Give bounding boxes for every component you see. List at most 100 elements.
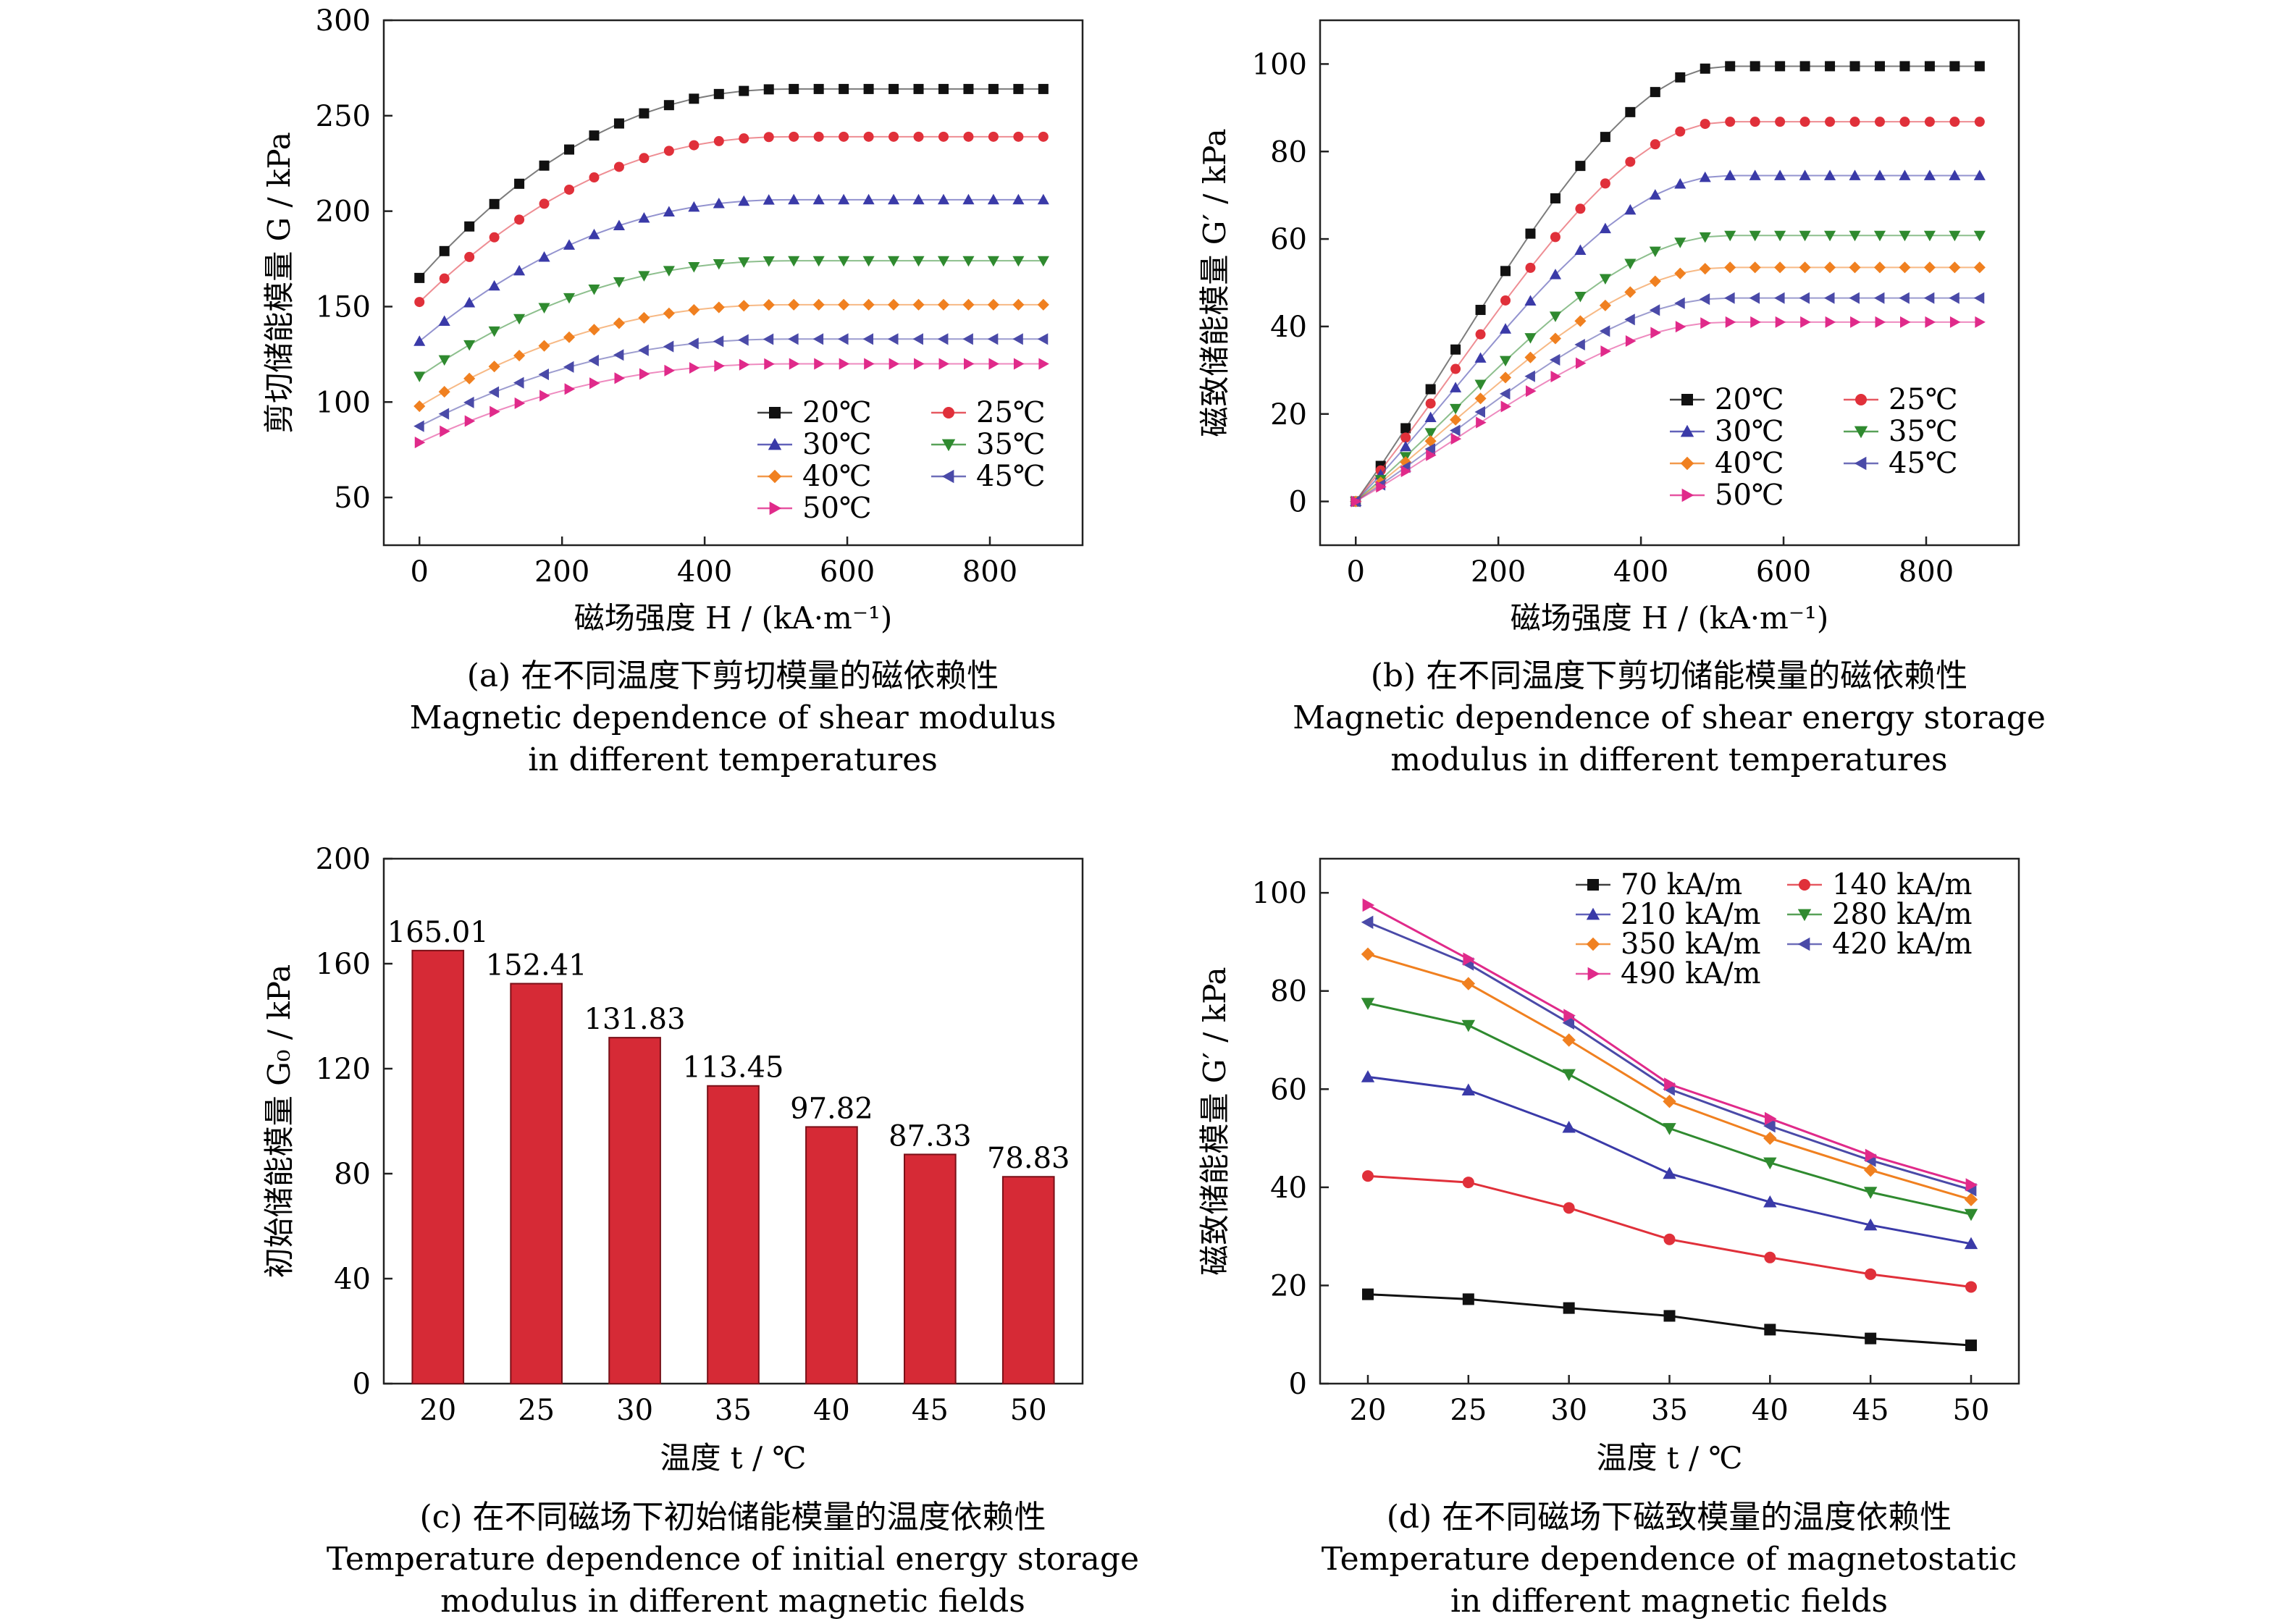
series-line-b-40 xyxy=(1355,266,1980,502)
data-point-a-25 xyxy=(763,132,774,143)
data-point-b-35 xyxy=(1899,230,1911,242)
data-point-a-40 xyxy=(588,324,600,336)
ytick-label-d: 40 xyxy=(1270,1171,1307,1205)
data-point-b-35 xyxy=(1574,291,1587,303)
data-point-a-50 xyxy=(914,358,925,370)
data-point-d-50 xyxy=(1865,1148,1878,1162)
xtick-label-d: 35 xyxy=(1651,1394,1688,1427)
bar-20 xyxy=(411,949,465,1384)
bar-value-label-20: 165.01 xyxy=(387,916,489,949)
data-point-a-45 xyxy=(513,376,524,389)
data-point-a-45 xyxy=(1037,333,1049,345)
series-line-b-35 xyxy=(1355,235,1980,502)
data-point-b-20 xyxy=(1400,423,1411,434)
data-point-a-30 xyxy=(738,195,750,206)
data-point-b-35 xyxy=(1450,403,1462,415)
data-point-b-50 xyxy=(1526,385,1537,397)
data-point-b-35 xyxy=(1674,237,1686,248)
data-point-a-30 xyxy=(513,264,526,276)
data-point-b-30 xyxy=(1699,171,1711,182)
data-point-b-35 xyxy=(1424,428,1437,439)
data-point-b-20 xyxy=(1450,344,1461,355)
legend-marker-a-35 xyxy=(941,439,956,452)
caption-b-line-1: (b) 在不同温度下剪切储能模量的磁依赖性 xyxy=(1371,657,1967,694)
data-point-a-45 xyxy=(912,333,923,345)
data-point-a-20 xyxy=(963,83,974,94)
data-point-a-20 xyxy=(863,83,874,94)
data-point-a-40 xyxy=(937,298,950,311)
data-point-b-40 xyxy=(1450,413,1462,426)
data-point-a-25 xyxy=(938,131,949,142)
data-point-b-40 xyxy=(1873,261,1886,274)
data-point-b-25 xyxy=(1849,117,1860,127)
legend-marker-d-2 xyxy=(1586,907,1600,920)
legend-label-d-4: 350 kA/m xyxy=(1621,927,1761,961)
data-point-a-40 xyxy=(688,303,700,316)
data-point-b-25 xyxy=(1450,363,1461,374)
data-point-a-35 xyxy=(888,256,900,267)
data-point-a-40 xyxy=(763,299,775,311)
data-point-b-50 xyxy=(1875,316,1886,328)
ytick-label-b: 100 xyxy=(1252,48,1307,81)
data-point-b-25 xyxy=(1600,178,1610,189)
data-point-a-35 xyxy=(987,256,999,267)
data-point-a-45 xyxy=(413,420,424,432)
data-point-a-25 xyxy=(863,131,874,142)
data-point-a-30 xyxy=(1037,193,1049,205)
data-point-d-40 xyxy=(1663,1095,1676,1108)
data-point-a-40 xyxy=(613,317,625,329)
data-point-a-40 xyxy=(838,298,850,311)
data-point-b-35 xyxy=(1849,230,1861,242)
data-point-a-30 xyxy=(413,335,426,346)
data-point-d-50 xyxy=(1965,1178,1978,1192)
data-point-a-45 xyxy=(713,335,724,348)
data-point-a-50 xyxy=(938,358,950,370)
data-point-a-40 xyxy=(488,361,500,373)
data-point-a-25 xyxy=(589,172,600,183)
data-point-a-50 xyxy=(440,425,450,437)
data-point-a-40 xyxy=(438,386,450,398)
data-point-d-25 xyxy=(1764,1251,1776,1263)
data-point-a-35 xyxy=(763,256,775,267)
data-point-b-25 xyxy=(1400,432,1411,443)
data-point-b-30 xyxy=(1450,382,1462,392)
chart-b: 0 20 40 60 80 100 0 200 400 600 800 磁场强度 H / (kA·m⁻… xyxy=(1197,19,2046,778)
data-point-b-25 xyxy=(1700,119,1710,130)
data-point-a-25 xyxy=(789,131,799,142)
legend-label-b-25: 25℃ xyxy=(1889,383,1958,416)
data-point-b-35 xyxy=(1799,230,1811,242)
data-point-b-20 xyxy=(1575,161,1586,172)
data-point-d-45 xyxy=(1763,1119,1776,1133)
data-point-b-45 xyxy=(1450,424,1461,437)
data-point-a-45 xyxy=(613,349,624,361)
data-point-b-50 xyxy=(1850,316,1861,328)
legend-marker-d-3 xyxy=(1797,909,1812,922)
data-point-a-30 xyxy=(763,194,775,205)
data-point-b-20 xyxy=(1949,61,1960,72)
data-point-b-40 xyxy=(1649,275,1661,287)
series-line-b-50 xyxy=(1355,321,1980,502)
data-point-b-25 xyxy=(1525,262,1536,273)
bar-value-label-45: 87.33 xyxy=(889,1119,972,1153)
data-point-a-20 xyxy=(789,83,799,94)
legend-label-d-2: 210 kA/m xyxy=(1621,898,1761,931)
data-point-a-35 xyxy=(413,371,426,382)
data-point-b-40 xyxy=(1949,261,1961,274)
data-point-b-50 xyxy=(1675,321,1686,333)
data-point-a-40 xyxy=(862,298,875,311)
data-point-a-30 xyxy=(987,193,999,205)
data-point-d-40 xyxy=(1361,947,1375,962)
ytick-label-a: 200 xyxy=(316,195,371,229)
data-point-b-50 xyxy=(1550,371,1561,383)
data-point-a-50 xyxy=(1038,358,1049,370)
data-point-a-40 xyxy=(663,307,675,319)
data-point-d-20 xyxy=(1663,1310,1676,1322)
data-point-b-50 xyxy=(1975,316,1986,328)
data-point-a-35 xyxy=(638,271,650,282)
data-point-b-25 xyxy=(1775,117,1786,127)
data-point-a-45 xyxy=(563,361,574,373)
bar-25 xyxy=(510,983,563,1385)
data-point-b-40 xyxy=(1524,351,1537,363)
chart-d: 0 20 40 60 80 100 20 25 30 35 40 45 50 温度 t / ℃ 磁致储能模量… xyxy=(1197,857,2020,1620)
ytick-label-c: 80 xyxy=(334,1158,371,1191)
